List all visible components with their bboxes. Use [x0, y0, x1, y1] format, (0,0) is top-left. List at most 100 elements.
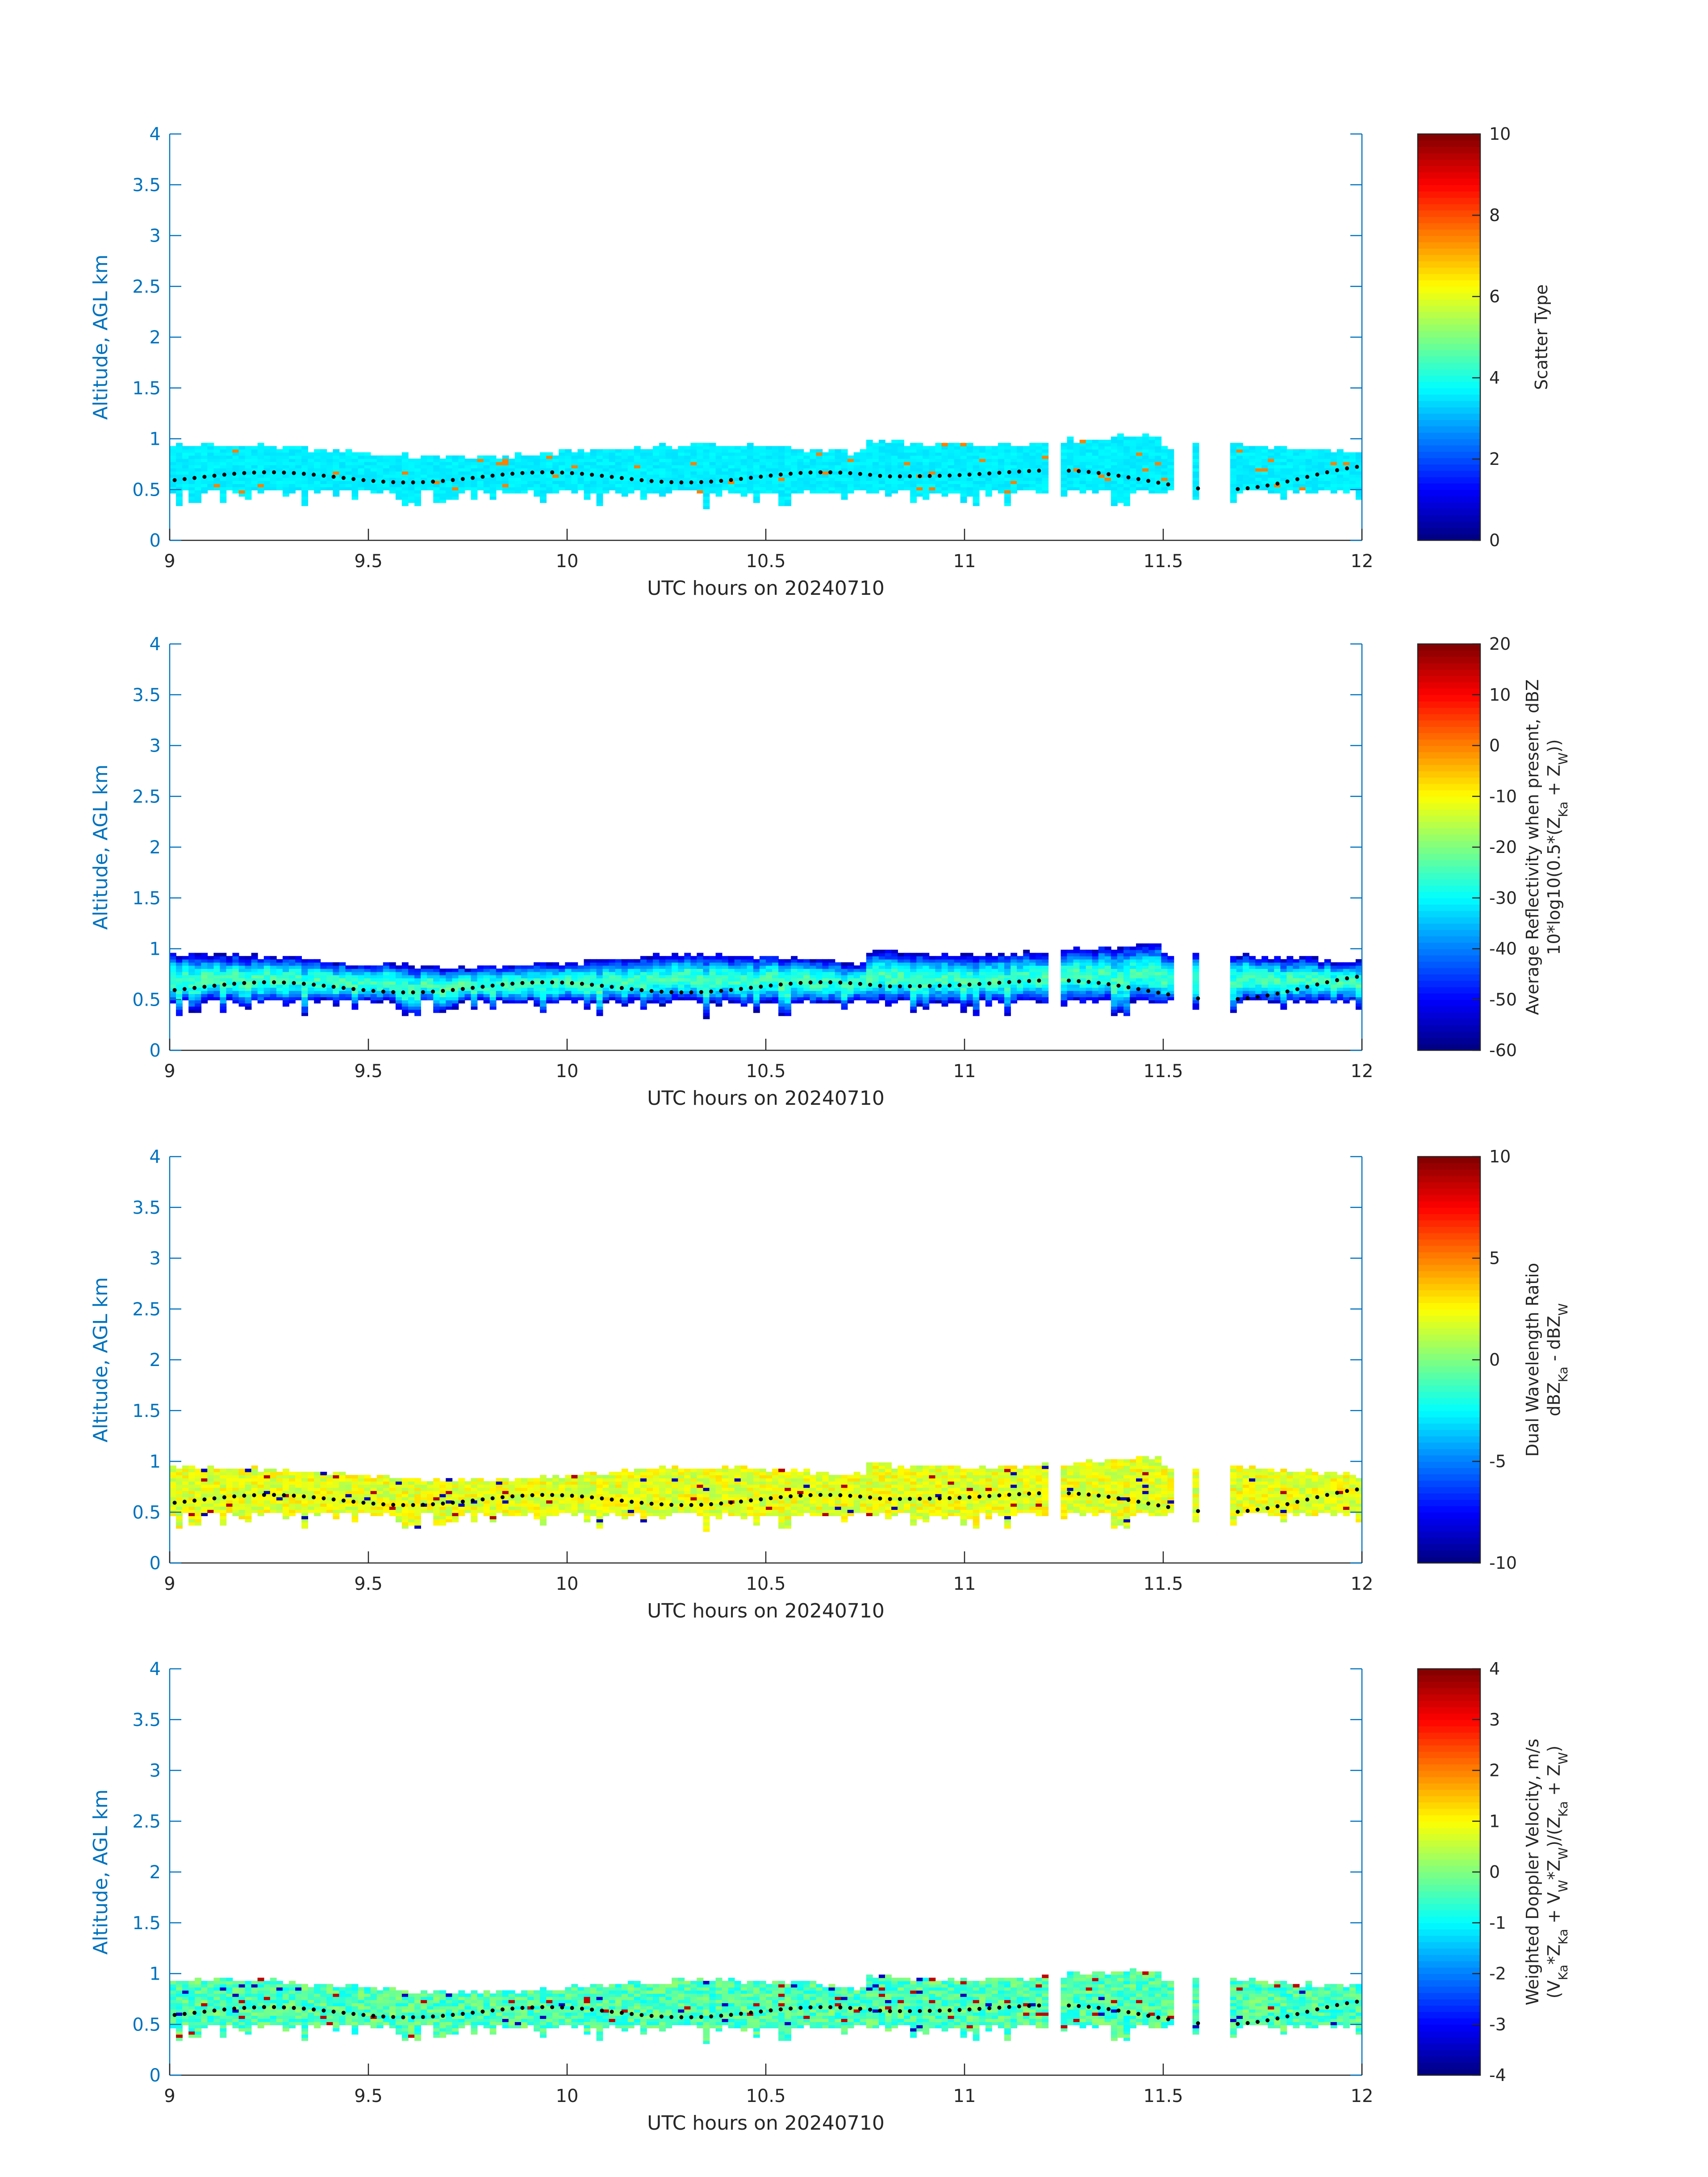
- heatmap-cell: [740, 465, 748, 468]
- heatmap-cell: [935, 978, 942, 982]
- heatmap-cell: [991, 975, 998, 978]
- cloud-base-dot: [838, 470, 843, 475]
- heatmap-cell: [489, 1000, 497, 1004]
- heatmap-cell: [590, 975, 597, 978]
- heatmap-cell: [979, 446, 986, 450]
- heatmap-cell: [878, 990, 885, 994]
- heatmap-cell: [1011, 484, 1017, 488]
- heatmap-cell: [1268, 458, 1275, 462]
- heatmap-cell: [1255, 465, 1262, 468]
- heatmap-cell: [1305, 481, 1312, 484]
- heatmap-cell: [301, 994, 308, 998]
- heatmap-cell: [615, 471, 622, 475]
- heatmap-cell: [471, 981, 478, 985]
- colorbar-segment: [1418, 140, 1480, 147]
- heatmap-cell: [891, 439, 898, 443]
- heatmap-cell: [960, 468, 967, 472]
- heatmap-cell: [571, 997, 578, 1001]
- heatmap-cell: [866, 462, 873, 465]
- heatmap-cell: [383, 458, 390, 462]
- heatmap-cell: [1098, 465, 1105, 468]
- heatmap-cell: [678, 984, 685, 988]
- heatmap-cell: [722, 477, 729, 481]
- heatmap-cell: [1004, 474, 1011, 478]
- heatmap-cell: [872, 965, 879, 969]
- heatmap-cell: [226, 994, 233, 998]
- heatmap-cell: [791, 968, 798, 972]
- heatmap-cell: [728, 959, 735, 963]
- heatmap-cell: [546, 471, 553, 475]
- colorbar-segment: [1418, 439, 1480, 446]
- heatmap-cell: [401, 452, 409, 456]
- heatmap-cell: [458, 984, 465, 988]
- heatmap-cell: [421, 471, 427, 475]
- heatmap-cell: [1192, 462, 1199, 465]
- heatmap-cell: [923, 490, 930, 494]
- heatmap-cell: [678, 468, 685, 472]
- heatmap-cell: [182, 468, 189, 472]
- heatmap-cell: [684, 481, 691, 484]
- heatmap-cell: [289, 987, 296, 991]
- heatmap-cell: [1349, 455, 1356, 459]
- heatmap-cell: [841, 468, 848, 472]
- heatmap-cell: [590, 997, 597, 1001]
- heatmap-cell: [709, 981, 716, 985]
- heatmap-cell: [627, 471, 635, 475]
- heatmap-cell: [1167, 449, 1174, 453]
- heatmap-cell: [665, 975, 672, 978]
- heatmap-cell: [514, 984, 522, 988]
- heatmap-cell: [772, 484, 779, 488]
- heatmap-cell: [991, 972, 998, 975]
- heatmap-cell: [747, 446, 754, 450]
- heatmap-cell: [1343, 458, 1350, 462]
- heatmap-cell: [991, 465, 998, 468]
- heatmap-cell: [998, 1000, 1005, 1004]
- heatmap-cell: [408, 496, 415, 500]
- heatmap-cell: [1286, 452, 1294, 456]
- heatmap-cell: [220, 959, 227, 963]
- heatmap-cell: [414, 968, 421, 972]
- heatmap-cell: [182, 449, 189, 453]
- heatmap-cell: [872, 449, 879, 453]
- heatmap-cell: [822, 990, 829, 994]
- heatmap-cell: [408, 984, 415, 988]
- heatmap-cell: [916, 493, 923, 497]
- heatmap-cell: [835, 458, 842, 462]
- heatmap-cell: [1029, 474, 1036, 478]
- heatmap-cell: [395, 978, 402, 982]
- heatmap-cell: [1230, 452, 1237, 456]
- heatmap-cell: [803, 968, 810, 972]
- colorbar-segment: [1418, 318, 1480, 325]
- heatmap-cell: [910, 962, 917, 966]
- heatmap-cell: [571, 484, 578, 488]
- heatmap-cell: [872, 975, 879, 978]
- heatmap-cell: [929, 449, 936, 453]
- heatmap-cell: [715, 493, 722, 497]
- heatmap-cell: [546, 990, 553, 994]
- heatmap-cell: [722, 471, 729, 475]
- heatmap-cell: [1311, 481, 1319, 484]
- heatmap-cell: [678, 462, 685, 465]
- heatmap-cell: [1293, 468, 1300, 472]
- heatmap-cell: [684, 471, 691, 475]
- heatmap-cell: [690, 978, 697, 982]
- heatmap-cell: [740, 962, 748, 966]
- y-tick-label: 4: [150, 124, 161, 145]
- heatmap-cell: [1061, 471, 1068, 475]
- heatmap-cell: [753, 994, 760, 998]
- heatmap-cell: [364, 484, 371, 488]
- heatmap-cell: [565, 965, 572, 969]
- heatmap-cell: [621, 968, 628, 972]
- heatmap-cell: [785, 978, 792, 982]
- heatmap-cell: [559, 968, 566, 972]
- heatmap-cell: [740, 975, 748, 978]
- heatmap-cell: [627, 994, 635, 998]
- heatmap-cell: [584, 477, 591, 481]
- heatmap-cell: [778, 487, 785, 491]
- heatmap-cell: [659, 959, 666, 963]
- heatmap-cell: [1192, 443, 1199, 447]
- heatmap-cell: [973, 484, 980, 488]
- heatmap-cell: [414, 1012, 421, 1016]
- heatmap-cell: [421, 462, 427, 465]
